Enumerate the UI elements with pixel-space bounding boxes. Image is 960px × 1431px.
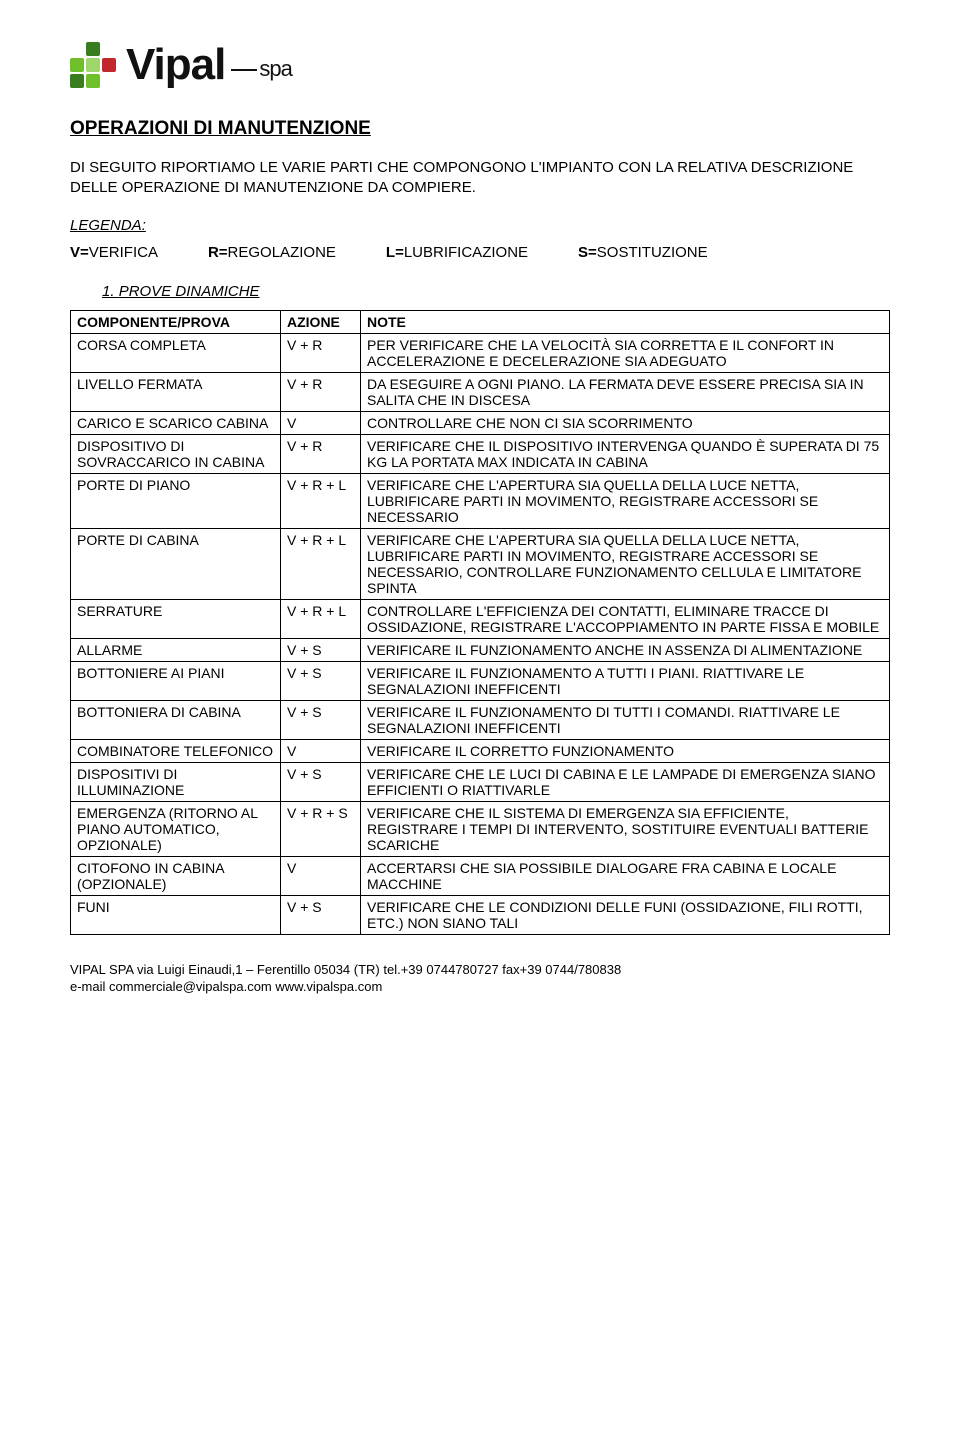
table-cell: V + S (281, 700, 361, 739)
table-cell: CONTROLLARE CHE NON CI SIA SCORRIMENTO (361, 411, 890, 434)
table-cell: VERIFICARE CHE LE CONDIZIONI DELLE FUNI … (361, 895, 890, 934)
table-row: DISPOSITIVI DI ILLUMINAZIONEV + SVERIFIC… (71, 762, 890, 801)
table-cell: V + R (281, 372, 361, 411)
table-cell: CITOFONO IN CABINA (OPZIONALE) (71, 856, 281, 895)
table-cell: V + R + L (281, 473, 361, 528)
table-cell: CORSA COMPLETA (71, 333, 281, 372)
table-cell: VERIFICARE IL CORRETTO FUNZIONAMENTO (361, 739, 890, 762)
table-cell: V (281, 856, 361, 895)
table-cell: LIVELLO FERMATA (71, 372, 281, 411)
table-cell: BOTTONIERE AI PIANI (71, 661, 281, 700)
table-cell: V + R + L (281, 599, 361, 638)
table-cell: VERIFICARE CHE LE LUCI DI CABINA E LE LA… (361, 762, 890, 801)
logo: Vipal spa (70, 40, 890, 90)
table-row: CARICO E SCARICO CABINAVCONTROLLARE CHE … (71, 411, 890, 434)
table-cell: VERIFICARE IL FUNZIONAMENTO A TUTTI I PI… (361, 661, 890, 700)
footer-line: VIPAL SPA via Luigi Einaudi,1 – Ferentil… (70, 961, 890, 979)
table-cell: VERIFICARE CHE IL DISPOSITIVO INTERVENGA… (361, 434, 890, 473)
footer: VIPAL SPA via Luigi Einaudi,1 – Ferentil… (70, 961, 890, 996)
table-cell: V + S (281, 895, 361, 934)
table-cell: V + S (281, 638, 361, 661)
logo-mark-icon (70, 42, 116, 88)
table-row: ALLARMEV + SVERIFICARE IL FUNZIONAMENTO … (71, 638, 890, 661)
table-cell: ALLARME (71, 638, 281, 661)
table-cell: EMERGENZA (RITORNO AL PIANO AUTOMATICO, … (71, 801, 281, 856)
table-cell: V + R (281, 434, 361, 473)
logo-name: Vipal (126, 40, 225, 90)
table-cell: DISPOSITIVI DI ILLUMINAZIONE (71, 762, 281, 801)
table-cell: SERRATURE (71, 599, 281, 638)
table-cell: BOTTONIERA DI CABINA (71, 700, 281, 739)
footer-line: e-mail commerciale@vipalspa.com www.vipa… (70, 978, 890, 996)
logo-text: Vipal spa (126, 40, 292, 90)
legenda-label: LEGENDA: (70, 217, 890, 234)
table-cell: V (281, 411, 361, 434)
table-cell: VERIFICARE CHE IL SISTEMA DI EMERGENZA S… (361, 801, 890, 856)
table-cell: V + R (281, 333, 361, 372)
table-row: BOTTONIERE AI PIANIV + SVERIFICARE IL FU… (71, 661, 890, 700)
table-header: AZIONE (281, 310, 361, 333)
table-row: COMBINATORE TELEFONICOVVERIFICARE IL COR… (71, 739, 890, 762)
table-cell: VERIFICARE IL FUNZIONAMENTO ANCHE IN ASS… (361, 638, 890, 661)
table-row: LIVELLO FERMATAV + RDA ESEGUIRE A OGNI P… (71, 372, 890, 411)
maintenance-table: COMPONENTE/PROVA AZIONE NOTE CORSA COMPL… (70, 310, 890, 935)
table-cell: PORTE DI CABINA (71, 528, 281, 599)
table-cell: FUNI (71, 895, 281, 934)
table-row: CORSA COMPLETAV + RPER VERIFICARE CHE LA… (71, 333, 890, 372)
table-cell: DISPOSITIVO DI SOVRACCARICO IN CABINA (71, 434, 281, 473)
table-cell: VERIFICARE CHE L'APERTURA SIA QUELLA DEL… (361, 528, 890, 599)
table-cell: CARICO E SCARICO CABINA (71, 411, 281, 434)
table-cell: PORTE DI PIANO (71, 473, 281, 528)
table-row: SERRATUREV + R + LCONTROLLARE L'EFFICIEN… (71, 599, 890, 638)
table-row: FUNIV + SVERIFICARE CHE LE CONDIZIONI DE… (71, 895, 890, 934)
table-cell: ACCERTARSI CHE SIA POSSIBILE DIALOGARE F… (361, 856, 890, 895)
table-row: DISPOSITIVO DI SOVRACCARICO IN CABINAV +… (71, 434, 890, 473)
table-cell: V (281, 739, 361, 762)
table-cell: V + S (281, 762, 361, 801)
legenda-item: V=VERIFICA (70, 244, 158, 261)
table-row: PORTE DI PIANOV + R + LVERIFICARE CHE L'… (71, 473, 890, 528)
table-cell: CONTROLLARE L'EFFICIENZA DEI CONTATTI, E… (361, 599, 890, 638)
table-row: PORTE DI CABINAV + R + LVERIFICARE CHE L… (71, 528, 890, 599)
page-title: OPERAZIONI DI MANUTENZIONE (70, 118, 890, 140)
table-header: COMPONENTE/PROVA (71, 310, 281, 333)
legenda-item: S=SOSTITUZIONE (578, 244, 708, 261)
section-heading: 1. PROVE DINAMICHE (102, 283, 890, 300)
intro-text: DI SEGUITO RIPORTIAMO LE VARIE PARTI CHE… (70, 158, 890, 199)
logo-suffix: spa (231, 56, 291, 82)
table-cell: VERIFICARE IL FUNZIONAMENTO DI TUTTI I C… (361, 700, 890, 739)
table-cell: VERIFICARE CHE L'APERTURA SIA QUELLA DEL… (361, 473, 890, 528)
legenda-row: V=VERIFICA R=REGOLAZIONE L=LUBRIFICAZION… (70, 244, 890, 261)
table-row: BOTTONIERA DI CABINAV + SVERIFICARE IL F… (71, 700, 890, 739)
table-cell: V + R + S (281, 801, 361, 856)
table-header: NOTE (361, 310, 890, 333)
table-cell: DA ESEGUIRE A OGNI PIANO. LA FERMATA DEV… (361, 372, 890, 411)
table-row: EMERGENZA (RITORNO AL PIANO AUTOMATICO, … (71, 801, 890, 856)
table-cell: COMBINATORE TELEFONICO (71, 739, 281, 762)
table-cell: PER VERIFICARE CHE LA VELOCITÀ SIA CORRE… (361, 333, 890, 372)
table-row: CITOFONO IN CABINA (OPZIONALE)VACCERTARS… (71, 856, 890, 895)
table-cell: V + R + L (281, 528, 361, 599)
legenda-item: L=LUBRIFICAZIONE (386, 244, 528, 261)
table-cell: V + S (281, 661, 361, 700)
legenda-item: R=REGOLAZIONE (208, 244, 336, 261)
